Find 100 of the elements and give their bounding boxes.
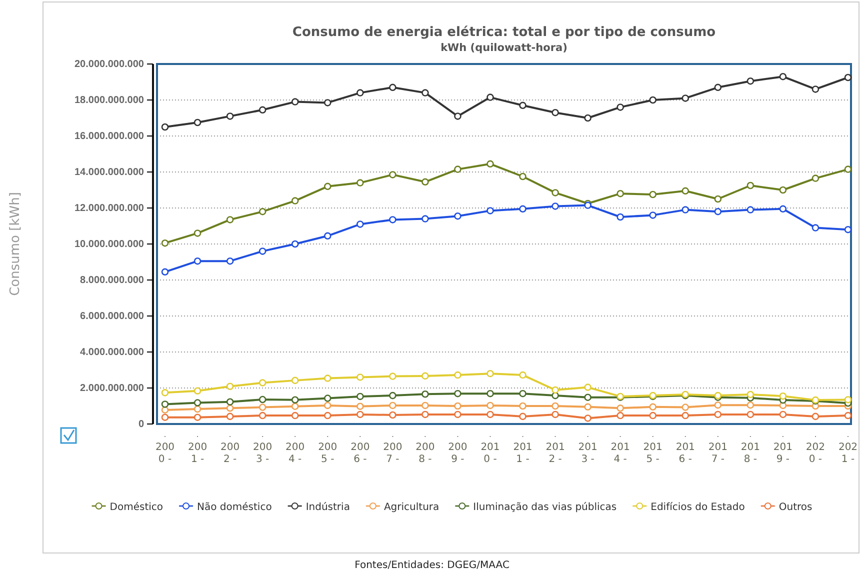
- point: [682, 404, 690, 411]
- x-tick-label: 2018 -: [740, 442, 760, 465]
- x-tick-label: 2010 -: [480, 442, 500, 465]
- y-tick-label: 18.000.000.000: [74, 95, 144, 106]
- y-tick-label: 20.000.000.000: [74, 59, 144, 70]
- point: [389, 171, 396, 178]
- point: [552, 108, 559, 116]
- y-tick-label: 16.000.000.000: [74, 131, 144, 142]
- point: [746, 390, 754, 398]
- point: [258, 106, 266, 114]
- legend-label: Doméstico: [110, 502, 164, 513]
- point: [812, 86, 820, 93]
- point: [454, 390, 462, 398]
- point: [682, 206, 690, 214]
- x-tick-label: 2003 -: [253, 442, 272, 465]
- point: [682, 412, 690, 420]
- point: [356, 410, 364, 418]
- point: [324, 394, 332, 402]
- point: [519, 172, 526, 180]
- point: [714, 195, 722, 203]
- point: [389, 372, 396, 380]
- point: [161, 406, 169, 414]
- x-tick-label: 2007 -: [383, 442, 402, 465]
- point: [356, 179, 364, 186]
- y-axis-title: Consumo [kWh]: [8, 192, 23, 296]
- point: [356, 374, 364, 381]
- point: [194, 230, 202, 237]
- x-tick-label: 2011 -: [513, 442, 532, 465]
- point: [486, 94, 494, 101]
- point: [226, 112, 234, 120]
- point: [746, 410, 754, 418]
- legend-label: Não doméstico: [197, 502, 272, 513]
- point: [616, 404, 624, 412]
- point: [584, 394, 592, 401]
- point: [519, 371, 526, 379]
- point: [779, 392, 787, 400]
- point: [779, 186, 787, 194]
- point: [519, 102, 526, 110]
- point: [649, 212, 656, 219]
- x-tick-label: 2005 -: [318, 442, 338, 465]
- chart-title: Consumo de energia elétrica: total e por tipo de consumo: [292, 25, 716, 40]
- point: [552, 386, 559, 394]
- point: [552, 189, 559, 196]
- point: [779, 205, 787, 213]
- point: [356, 220, 364, 228]
- point: [258, 248, 266, 255]
- point: [324, 412, 332, 420]
- legend-label: Edifícios do Estado: [650, 502, 745, 513]
- point: [356, 402, 364, 410]
- point: [649, 190, 656, 198]
- point: [226, 404, 234, 412]
- point: [454, 402, 462, 410]
- point: [812, 224, 820, 232]
- point: [422, 402, 429, 410]
- point: [844, 226, 852, 234]
- point: [389, 84, 396, 92]
- point: [422, 178, 429, 186]
- legend-label: Iluminação das vias públicas: [473, 502, 617, 513]
- point: [161, 389, 169, 396]
- point: [844, 74, 852, 82]
- x-tick-label: 2004 -: [286, 442, 305, 465]
- point: [324, 182, 332, 190]
- point: [746, 206, 754, 214]
- point: [258, 379, 266, 386]
- point: [584, 114, 592, 122]
- point: [161, 414, 169, 421]
- x-tick-label: 2000 -: [155, 442, 175, 465]
- point: [389, 392, 396, 400]
- point: [258, 208, 266, 216]
- point: [258, 404, 266, 411]
- point: [584, 414, 592, 422]
- point: [324, 232, 332, 240]
- point: [291, 396, 299, 404]
- point: [291, 402, 299, 410]
- point: [422, 215, 429, 222]
- point: [584, 403, 592, 411]
- point: [161, 268, 169, 276]
- point: [486, 160, 494, 168]
- point: [324, 402, 332, 410]
- point: [422, 390, 429, 398]
- point: [324, 374, 332, 382]
- point: [714, 401, 722, 409]
- x-tick-label: 2009 -: [448, 442, 468, 465]
- point: [194, 387, 202, 395]
- x-tick-label: 2013 -: [578, 442, 598, 465]
- point: [519, 402, 526, 410]
- point: [552, 410, 559, 418]
- point: [194, 399, 202, 406]
- point: [291, 197, 299, 204]
- point: [682, 94, 690, 102]
- chart-subtitle: kWh (quilowatt-hora): [440, 42, 568, 54]
- point: [649, 403, 656, 411]
- point: [291, 376, 299, 384]
- point: [616, 190, 624, 198]
- point: [486, 207, 494, 214]
- x-tick-label: 2016 -: [676, 442, 695, 465]
- point: [746, 77, 754, 85]
- point: [389, 411, 396, 419]
- y-tick-label: 8.000.000.000: [80, 275, 144, 286]
- x-tick-label: 2017 -: [708, 442, 728, 465]
